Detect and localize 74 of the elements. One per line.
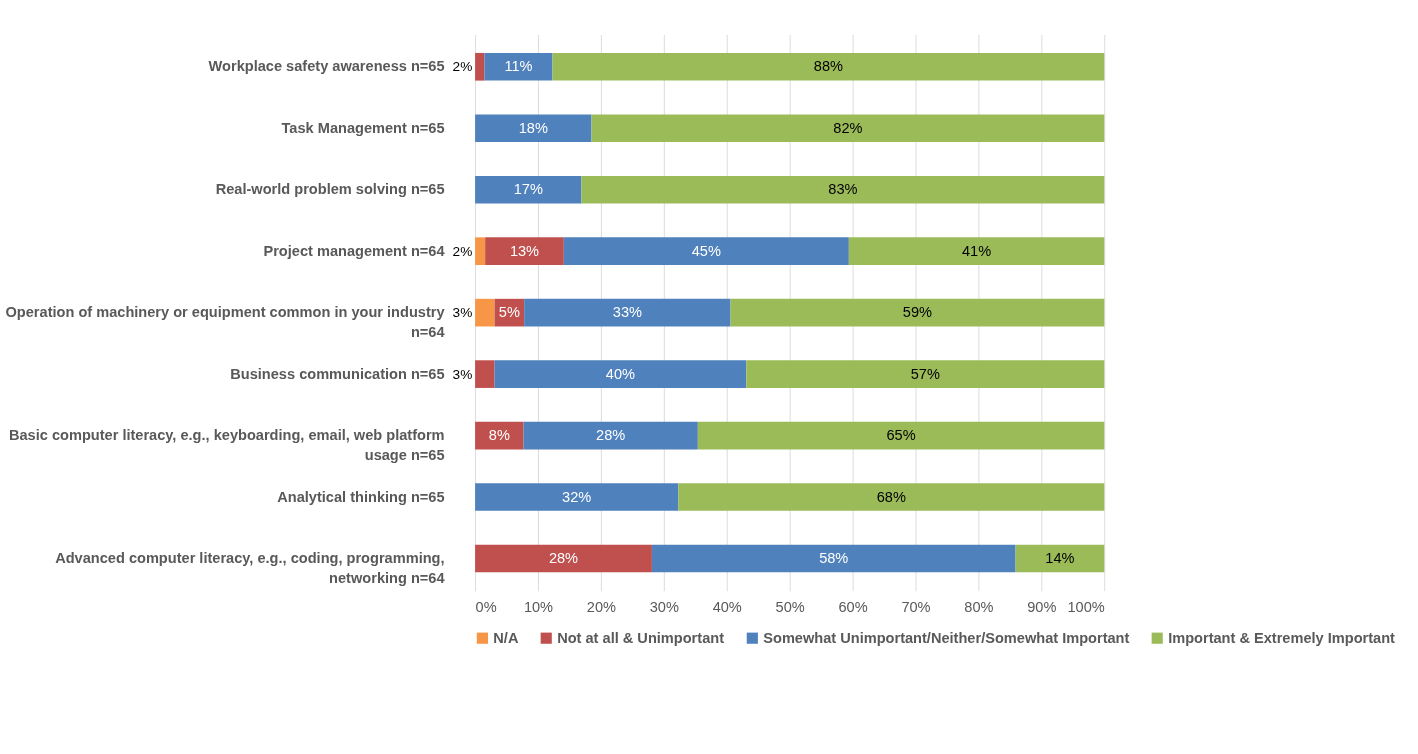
- x-tick-label: 50%: [775, 599, 805, 616]
- data-label: 83%: [828, 181, 858, 198]
- y-tick-label: Business communication n=65: [230, 365, 445, 382]
- data-label: 13%: [509, 242, 540, 259]
- x-tick-label: 0%: [475, 599, 497, 616]
- x-tick-label: 30%: [649, 599, 679, 616]
- data-label: 82%: [833, 119, 863, 136]
- legend-label: Not at all & Unimportant: [557, 629, 725, 646]
- data-label: 5%: [498, 304, 520, 321]
- data-label: 17%: [513, 181, 543, 198]
- bar: [475, 360, 495, 388]
- data-label: 8%: [488, 427, 510, 444]
- data-label: 2%: [452, 59, 473, 75]
- bar: [475, 544, 652, 573]
- bar: [678, 483, 1105, 511]
- y-tick-label: Task Management n=65: [281, 119, 445, 136]
- data-label: 58%: [819, 550, 849, 567]
- bar: [591, 114, 1105, 143]
- bar: [563, 237, 849, 266]
- data-label: 65%: [886, 427, 916, 444]
- bar: [746, 360, 1105, 388]
- data-label: 45%: [691, 242, 721, 259]
- bar: [475, 237, 486, 266]
- x-tick-label: 40%: [712, 599, 742, 616]
- legend-label: Somewhat Unimportant/Neither/Somewhat Important: [763, 629, 1130, 646]
- bar: [494, 360, 747, 388]
- bar: [552, 52, 1105, 81]
- data-label: 11%: [504, 58, 533, 75]
- bar: [523, 421, 698, 450]
- bar: [730, 298, 1105, 327]
- bar: [651, 544, 1016, 573]
- x-tick-label: 90%: [1027, 599, 1057, 616]
- data-label: 3%: [452, 366, 473, 382]
- data-label: 28%: [548, 550, 579, 567]
- bar: [485, 237, 564, 266]
- y-tick-label: Analytical thinking n=65: [277, 488, 445, 505]
- y-tick-label: Real-world problem solving n=65: [215, 181, 445, 198]
- bar: [484, 52, 553, 81]
- bar: [475, 483, 679, 511]
- data-label: 88%: [813, 58, 844, 75]
- data-label: 41%: [961, 242, 992, 259]
- bar: [524, 298, 731, 327]
- x-tick-label: 20%: [586, 599, 617, 616]
- data-label: 68%: [876, 488, 906, 505]
- bar: [581, 175, 1105, 204]
- data-label: 33%: [612, 304, 642, 321]
- bar: [1015, 544, 1105, 573]
- bar: [697, 421, 1105, 450]
- x-tick-label: 100%: [1067, 599, 1105, 616]
- bar: [475, 298, 495, 327]
- data-label: 57%: [910, 365, 940, 382]
- x-tick-label: 80%: [964, 599, 994, 616]
- data-label: 59%: [902, 304, 933, 321]
- y-tick-label: Advanced computer literacy, e.g., coding, programming, networking n=64: [55, 550, 446, 587]
- legend-label: N/A: [493, 629, 519, 646]
- data-label: 40%: [605, 365, 636, 382]
- legend-label: Important & Extremely Important: [1168, 629, 1396, 646]
- y-tick-label: Project management n=64: [263, 242, 446, 259]
- bar: [475, 175, 582, 204]
- bar: [848, 237, 1105, 266]
- y-tick-label: Operation of machinery or equipment common in your industry n=64: [5, 304, 446, 341]
- data-label: 3%: [452, 305, 473, 321]
- data-label: 2%: [452, 243, 473, 259]
- x-tick-label: 60%: [838, 599, 868, 616]
- x-tick-label: 70%: [901, 599, 931, 616]
- y-tick-label: Basic computer literacy, e.g., keyboarding, email, web platform usage n=65: [8, 427, 445, 464]
- data-label: 18%: [518, 119, 548, 136]
- bar: [475, 114, 592, 143]
- data-label: 14%: [1045, 550, 1075, 567]
- data-label: 28%: [596, 427, 626, 444]
- data-label: 32%: [562, 488, 592, 505]
- x-tick-label: 10%: [523, 599, 554, 616]
- y-tick-label: Workplace safety awareness n=65: [208, 58, 445, 75]
- bar: [475, 52, 485, 81]
